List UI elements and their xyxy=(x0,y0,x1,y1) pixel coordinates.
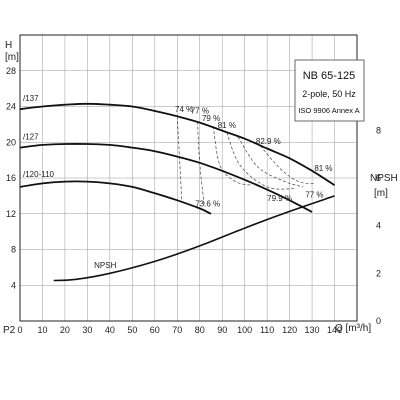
x-tick-label: 100 xyxy=(237,325,252,335)
x-tick-label: 40 xyxy=(105,325,115,335)
efficiency-label: 77 % xyxy=(191,107,209,116)
y-tick-label: 28 xyxy=(6,66,16,76)
efficiency-contour xyxy=(212,126,252,186)
grid xyxy=(20,35,357,321)
efficiency-label: 73.6 % xyxy=(195,200,220,209)
series-line xyxy=(19,180,212,215)
y-tick-label: 8 xyxy=(11,245,16,255)
x-tick-label: 10 xyxy=(37,325,47,335)
y2-axis-unit: [m] xyxy=(374,188,388,199)
y-tick-labels: 4 8 12 16 20 24 28 xyxy=(6,66,16,291)
y2-tick-label: 2 xyxy=(376,268,381,278)
series-line xyxy=(19,102,335,186)
efficiency-label: 79 % xyxy=(202,114,220,123)
y2-tick-labels: 0 2 4 6 8 xyxy=(376,125,381,326)
efficiency-contour xyxy=(237,136,304,188)
x-tick-labels: 0 10 20 30 40 50 60 70 80 90 100 110 120 130 140 xyxy=(17,325,342,335)
x-tick-label: 140 xyxy=(327,325,342,335)
y-axis-title: H xyxy=(5,40,12,51)
efficiency-label: 82.9 % xyxy=(256,137,281,146)
x-tick-label: 90 xyxy=(217,325,227,335)
y2-axis-title: NPSH xyxy=(370,173,398,184)
series-line xyxy=(19,143,313,213)
x-tick-label: 20 xyxy=(60,325,70,335)
x-axis-title: Q [m³/h] xyxy=(335,323,371,334)
series-label: /137 xyxy=(23,94,39,103)
efficiency-contour xyxy=(176,116,183,202)
plot-frame xyxy=(19,34,358,322)
x-tick-label: 0 xyxy=(17,325,22,335)
y-tick-label: 20 xyxy=(6,137,16,147)
x-tick-label: 110 xyxy=(260,325,274,335)
y-tick-label: 24 xyxy=(6,102,16,112)
series-label: NPSH xyxy=(94,261,116,270)
x-tick-label: 70 xyxy=(172,325,182,335)
efficiency-label: 79.9 % xyxy=(267,194,292,203)
x-tick-label: 50 xyxy=(127,325,137,335)
series-label: /120-110 xyxy=(23,170,55,179)
performance-curves: /137/127/120-110 NPSH xyxy=(19,94,335,282)
efficiency-contour xyxy=(260,145,315,184)
y2-tick-label: 0 xyxy=(376,316,381,326)
x-tick-label: 80 xyxy=(195,325,205,335)
info-box: NB 65-125 2-pole, 50 Hz ISO 9906 Annex A xyxy=(294,59,365,122)
y-tick-label: 4 xyxy=(11,280,16,290)
y-tick-label: 12 xyxy=(6,209,16,219)
y-tick-label: 16 xyxy=(6,173,16,183)
y2-tick-label: 8 xyxy=(376,125,381,135)
info-box-frame xyxy=(294,59,365,122)
series-line xyxy=(53,195,335,282)
efficiency-label: 77 % xyxy=(305,191,323,200)
efficiency-label: 74 % xyxy=(175,105,193,114)
x-tick-label: 120 xyxy=(282,325,297,335)
y-axis-unit: [m] xyxy=(5,52,19,63)
efficiency-label: 81 % xyxy=(218,121,236,130)
x-tick-label: 130 xyxy=(305,325,320,335)
chart-subtitle-2: ISO 9906 Annex A xyxy=(298,106,359,115)
series-label: /127 xyxy=(23,132,39,141)
chart-title: NB 65-125 xyxy=(303,70,356,82)
efficiency-labels: 74 %77 %79 %81 %82.9 %81 %73.6 %79.9 % 77… xyxy=(175,105,333,209)
y2-tick-label: 6 xyxy=(376,173,381,183)
y2-tick-label: 4 xyxy=(376,221,381,231)
chart-subtitle-1: 2-pole, 50 Hz xyxy=(302,89,356,99)
x-tick-label: 30 xyxy=(82,325,92,335)
efficiency-contour xyxy=(226,132,295,190)
efficiency-label: 81 % xyxy=(314,164,332,173)
x-tick-label: 60 xyxy=(150,325,160,335)
p2-label: P2 xyxy=(3,325,16,336)
